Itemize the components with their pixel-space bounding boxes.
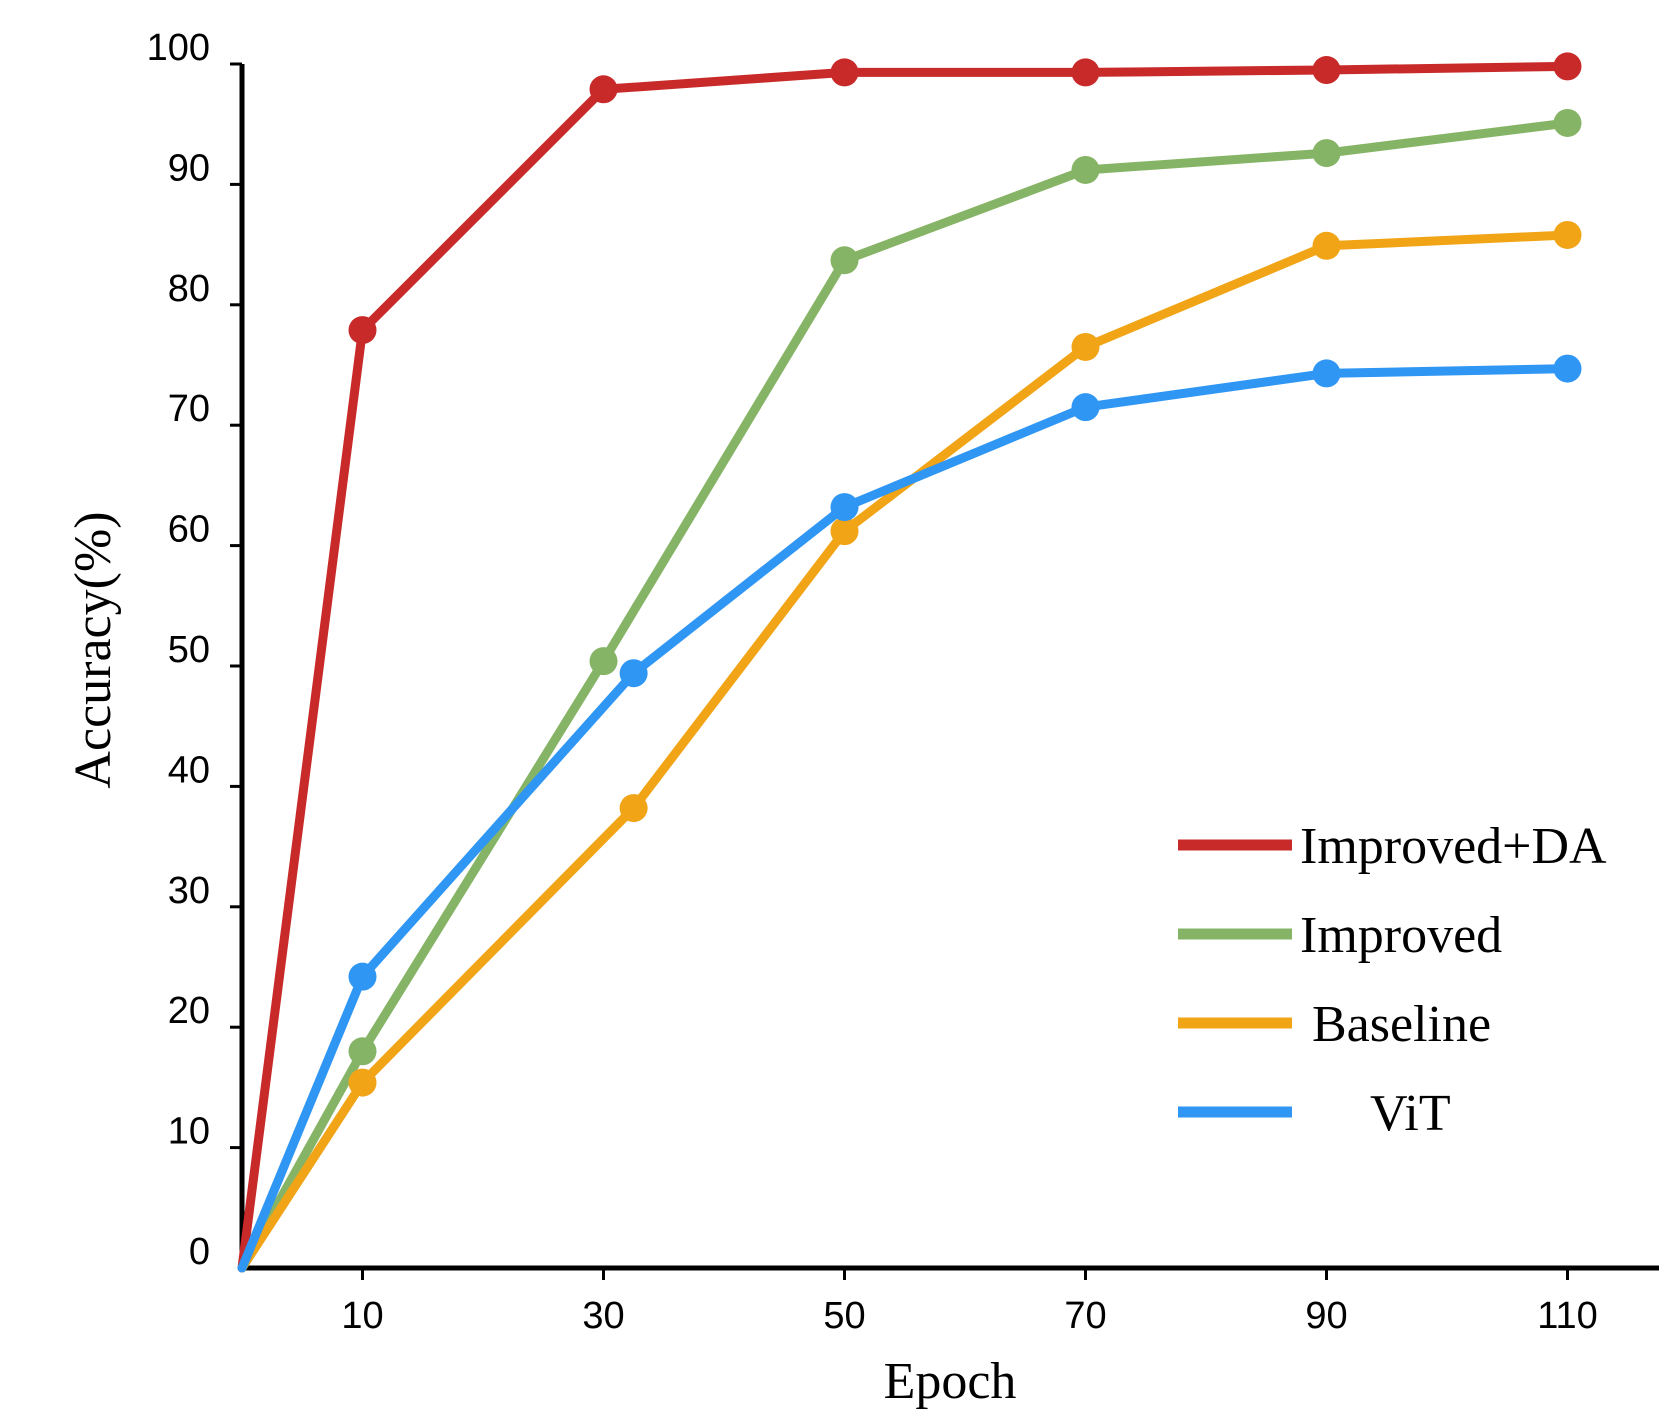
- data-point: [348, 316, 377, 345]
- x-tick-label: 90: [1305, 1295, 1347, 1337]
- series-line-improved: [237, 118, 1572, 1273]
- y-tick-label: 50: [168, 629, 210, 671]
- legend-label: ViT: [1370, 1085, 1451, 1142]
- series-line-baseline: [237, 230, 1572, 1273]
- data-point: [1071, 393, 1100, 422]
- series-layer: [237, 52, 1582, 1273]
- data-point: [830, 517, 859, 546]
- y-tick-label: 60: [168, 509, 210, 551]
- y-ticks: 0 10 20 30 40 50 60 70 80 90 100: [147, 27, 242, 1273]
- series-baseline: [237, 220, 1582, 1273]
- data-point: [1553, 220, 1582, 249]
- x-axis-title: Epoch: [884, 1353, 1017, 1410]
- y-tick-label: 10: [168, 1111, 210, 1153]
- data-point: [348, 1037, 377, 1066]
- data-point: [1071, 58, 1100, 87]
- legend-label: Improved: [1300, 907, 1502, 964]
- y-tick-label: 20: [168, 990, 210, 1032]
- data-point: [1071, 155, 1100, 184]
- data-point: [619, 659, 648, 688]
- series-improved-da: [237, 52, 1582, 1273]
- y-tick-label: 80: [168, 268, 210, 310]
- y-axis-title: Accuracy(%): [65, 511, 122, 788]
- data-point: [1312, 139, 1341, 168]
- x-tick-label: 30: [582, 1295, 624, 1337]
- x-tick-label: 50: [823, 1295, 865, 1337]
- y-tick-label: 0: [189, 1231, 210, 1273]
- legend-label: Improved+DA: [1300, 818, 1607, 875]
- x-tick-label: 70: [1064, 1295, 1106, 1337]
- data-point: [589, 647, 618, 676]
- x-tick-label: 110: [1537, 1295, 1598, 1337]
- data-point: [1553, 354, 1582, 383]
- legend-label: Baseline: [1312, 996, 1491, 1053]
- data-point: [348, 962, 377, 991]
- data-point: [830, 246, 859, 275]
- x-ticks: 10 30 50 70 90 110: [341, 1268, 1598, 1337]
- y-tick-label: 70: [168, 388, 210, 430]
- data-point: [1553, 52, 1582, 81]
- y-tick-label: 40: [168, 749, 210, 791]
- data-point: [1312, 231, 1341, 260]
- series-improved: [237, 108, 1582, 1273]
- data-point: [1553, 108, 1582, 137]
- data-point: [830, 493, 859, 522]
- data-point: [348, 1068, 377, 1097]
- data-point: [619, 794, 648, 823]
- y-tick-label: 90: [168, 147, 210, 189]
- data-point: [1312, 359, 1341, 388]
- data-point: [589, 75, 618, 104]
- legend: Improved+DA Improved Baseline ViT: [1178, 818, 1607, 1142]
- series-vit: [237, 354, 1582, 1273]
- data-point: [1071, 332, 1100, 361]
- data-point: [830, 58, 859, 87]
- y-tick-label: 100: [147, 27, 210, 69]
- y-tick-label: 30: [168, 870, 210, 912]
- x-tick-label: 10: [341, 1295, 383, 1337]
- data-point: [1312, 56, 1341, 85]
